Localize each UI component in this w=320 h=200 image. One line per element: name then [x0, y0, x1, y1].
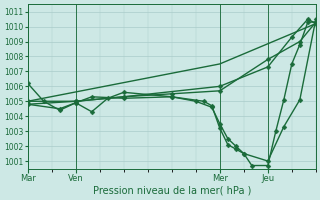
X-axis label: Pression niveau de la mer( hPa ): Pression niveau de la mer( hPa )	[92, 186, 251, 196]
